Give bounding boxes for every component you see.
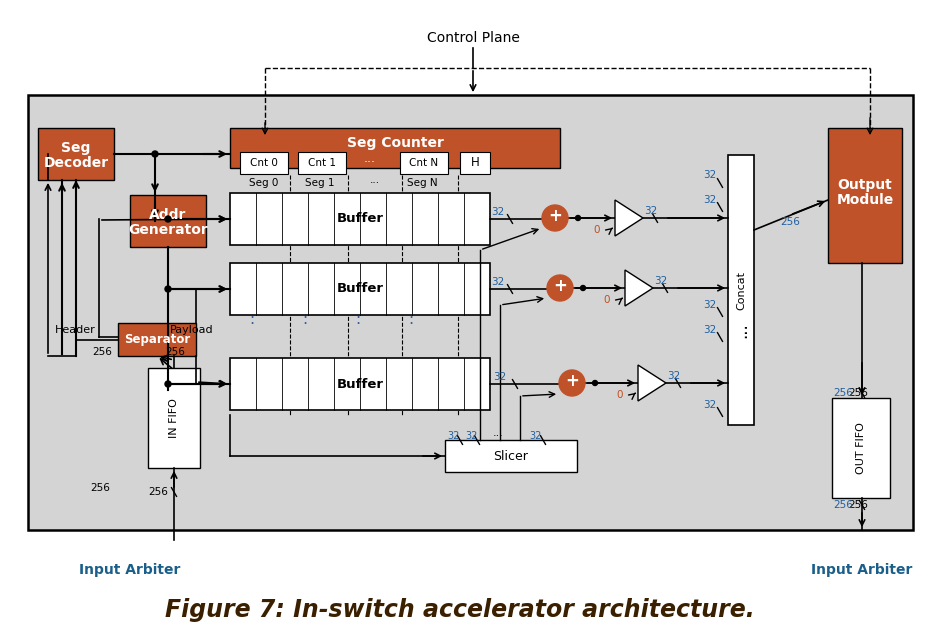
Text: Payload: Payload [170, 325, 213, 335]
Text: 32: 32 [666, 371, 680, 381]
Text: 32: 32 [702, 300, 716, 310]
Circle shape [165, 216, 171, 222]
Text: 0: 0 [593, 225, 599, 235]
Text: H: H [470, 157, 479, 169]
Circle shape [592, 380, 597, 386]
Polygon shape [624, 270, 652, 306]
Text: OUT FIFO: OUT FIFO [855, 422, 865, 474]
Text: :: : [302, 312, 307, 327]
Text: Generator: Generator [128, 223, 208, 237]
Bar [460, 152, 490, 174]
Text: Seg 0: Seg 0 [249, 178, 278, 188]
Text: IN FIFO: IN FIFO [169, 398, 178, 438]
Bar [229, 193, 490, 245]
Text: Addr: Addr [149, 208, 187, 222]
Polygon shape [637, 365, 666, 401]
Circle shape [165, 381, 171, 387]
Text: 32: 32 [702, 325, 716, 335]
Text: Control Plane: Control Plane [426, 31, 519, 45]
Text: 0: 0 [558, 293, 565, 303]
Text: 256: 256 [847, 388, 867, 398]
Bar [727, 155, 753, 425]
Circle shape [165, 286, 171, 292]
Text: +: + [552, 277, 566, 295]
Text: Cnt 0: Cnt 0 [250, 158, 278, 168]
Bar [38, 128, 114, 180]
Text: Buffer: Buffer [336, 212, 383, 226]
Text: Slicer: Slicer [493, 449, 528, 463]
Text: 256: 256 [779, 217, 799, 227]
Text: ···: ··· [492, 431, 503, 441]
Text: 0: 0 [570, 388, 577, 398]
Bar [399, 152, 447, 174]
Bar [130, 195, 206, 247]
Text: 32: 32 [491, 277, 504, 287]
Text: Seg: Seg [61, 141, 91, 155]
Text: 256: 256 [833, 500, 852, 510]
Text: Input Arbiter: Input Arbiter [811, 563, 912, 577]
Text: Input Arbiter: Input Arbiter [79, 563, 180, 577]
Bar [229, 128, 560, 168]
Text: Decoder: Decoder [43, 156, 109, 170]
Text: 32: 32 [653, 276, 666, 286]
Text: 32: 32 [702, 400, 716, 410]
Text: Separator: Separator [124, 334, 190, 346]
Text: 256: 256 [148, 487, 168, 497]
Text: +: + [565, 372, 579, 390]
Text: 32: 32 [702, 195, 716, 205]
Text: 32: 32 [447, 431, 460, 441]
Text: :: : [408, 312, 413, 327]
Text: 32: 32 [530, 431, 542, 441]
Text: ···: ··· [369, 178, 379, 188]
Text: 256: 256 [847, 500, 867, 510]
Text: Buffer: Buffer [336, 377, 383, 391]
Text: 0: 0 [553, 223, 560, 233]
Bar [28, 95, 912, 530]
Text: Output: Output [836, 178, 891, 192]
Text: 32: 32 [644, 206, 657, 216]
Text: 0: 0 [616, 390, 623, 400]
Text: 256: 256 [92, 347, 111, 357]
Circle shape [575, 216, 580, 221]
Text: Seg N: Seg N [406, 178, 437, 188]
Text: Header: Header [55, 325, 95, 335]
Text: 256: 256 [165, 347, 185, 357]
Bar [831, 398, 889, 498]
Text: Cnt N: Cnt N [409, 158, 438, 168]
Text: :: : [249, 312, 254, 327]
Polygon shape [615, 200, 642, 236]
Bar [229, 263, 490, 315]
Text: Buffer: Buffer [336, 283, 383, 296]
Circle shape [547, 275, 572, 301]
Circle shape [152, 151, 158, 157]
Text: 32: 32 [493, 372, 506, 382]
Circle shape [580, 286, 585, 291]
Text: 256: 256 [90, 483, 110, 493]
Text: :: : [355, 312, 361, 327]
Text: Concat: Concat [735, 270, 745, 310]
Bar [148, 368, 200, 468]
Text: +: + [548, 207, 562, 225]
Text: Cnt 1: Cnt 1 [308, 158, 336, 168]
Text: 0: 0 [603, 295, 610, 305]
Text: 32: 32 [491, 207, 504, 217]
Bar [297, 152, 346, 174]
Bar [118, 323, 195, 356]
Text: ...: ... [732, 322, 750, 338]
Text: Module: Module [835, 193, 893, 207]
Bar [445, 440, 577, 472]
Text: Figure 7: In-switch accelerator architecture.: Figure 7: In-switch accelerator architec… [165, 598, 754, 622]
Text: 32: 32 [702, 170, 716, 180]
Bar [827, 128, 901, 263]
Bar [240, 152, 288, 174]
Text: Seg Counter: Seg Counter [346, 136, 443, 150]
Text: ···: ··· [363, 157, 376, 169]
Circle shape [542, 205, 567, 231]
Bar [229, 358, 490, 410]
Text: Seg 1: Seg 1 [305, 178, 334, 188]
Text: 256: 256 [833, 388, 852, 398]
Circle shape [559, 370, 584, 396]
Text: 32: 32 [464, 431, 477, 441]
